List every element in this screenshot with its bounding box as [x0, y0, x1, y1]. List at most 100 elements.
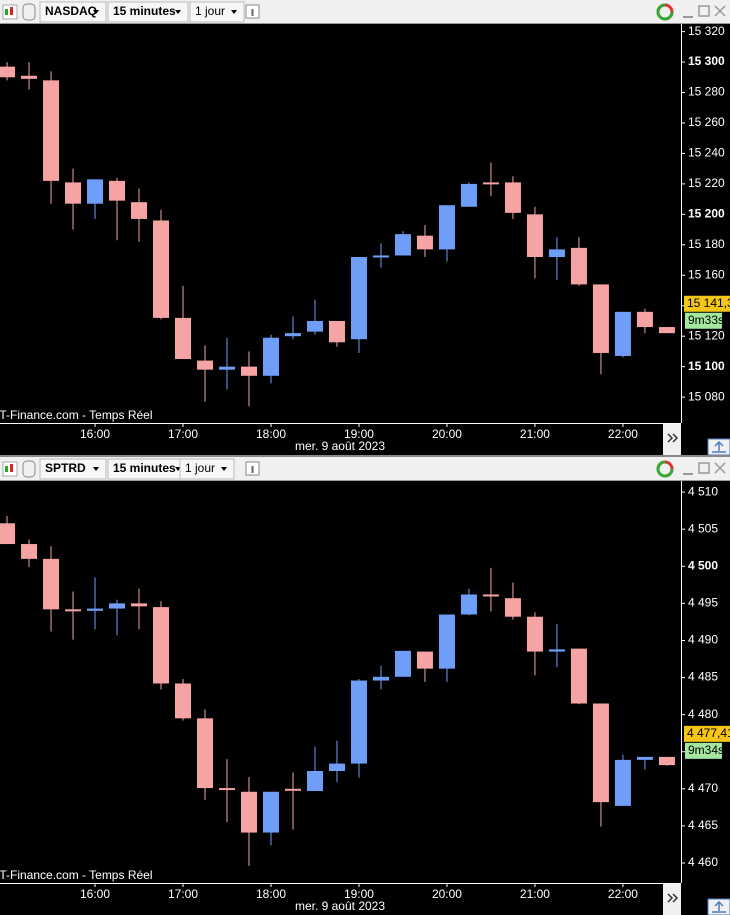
- candle-body: [306, 320, 323, 332]
- y-tick-label: 15 180: [688, 237, 725, 251]
- dropdown[interactable]: [179, 458, 235, 480]
- candle-body: [394, 650, 411, 677]
- candle-body: [636, 756, 653, 760]
- candle-body: [131, 603, 148, 607]
- candle-body: [438, 205, 455, 250]
- candle-body: [65, 182, 82, 204]
- refresh-icon[interactable]: [656, 3, 674, 21]
- candle-body: [482, 594, 499, 597]
- y-tick-label: 4 465: [688, 818, 718, 832]
- dropdown[interactable]: [39, 1, 107, 23]
- candle-body: [416, 235, 433, 250]
- last-price-box: [684, 725, 730, 742]
- y-tick-label: 15 280: [688, 85, 725, 99]
- y-tick-label: 15 080: [688, 389, 725, 403]
- candle-body: [372, 676, 389, 681]
- icon-candle: [5, 466, 8, 472]
- countdown: 9m33s: [688, 313, 724, 327]
- link-icon[interactable]: [22, 3, 36, 21]
- x-tick-label: 21:00: [520, 887, 550, 901]
- candle-body: [526, 616, 543, 652]
- scroll-glyph: [667, 433, 679, 443]
- candle-body: [438, 614, 455, 669]
- candle-body: [482, 182, 499, 185]
- maximize-button[interactable]: [698, 462, 710, 474]
- candle-body: [504, 598, 521, 617]
- y-tick-label: 15 300: [688, 54, 725, 68]
- y-tick-label: 4 485: [688, 670, 718, 684]
- candle-body: [43, 558, 60, 610]
- candle-body: [197, 360, 214, 370]
- countdown-box: [685, 742, 722, 759]
- candle-body: [394, 234, 411, 256]
- candle-body: [262, 337, 279, 376]
- dropdown[interactable]: [107, 1, 189, 23]
- y-tick-label: 15 100: [688, 359, 725, 373]
- candle-body: [548, 249, 565, 258]
- x-tick-label: 19:00: [344, 427, 374, 441]
- link-icon[interactable]: [22, 460, 36, 478]
- dropdown-label: 15 minutes: [113, 4, 176, 18]
- y-tick-label: 15 200: [688, 207, 725, 221]
- dropdown-arrow: [221, 467, 227, 471]
- candle-body: [614, 759, 631, 806]
- candle-body: [658, 327, 675, 334]
- y-tick-label: 15 220: [688, 176, 725, 190]
- countdown: 9m34s: [688, 743, 724, 757]
- y-tick-label: 4 505: [688, 521, 718, 535]
- date-label: mer. 9 août 2023: [295, 899, 385, 913]
- candle-body: [350, 680, 367, 764]
- candle-body: [504, 182, 521, 213]
- scroll-button[interactable]: [663, 884, 681, 915]
- y-tick-label: 4 460: [688, 855, 718, 869]
- x-tick-label: 17:00: [168, 427, 198, 441]
- candle-body: [87, 608, 104, 611]
- dropdown-arrow: [93, 467, 99, 471]
- candle-body: [153, 220, 170, 318]
- x-tick-label: 16:00: [80, 427, 110, 441]
- close-button[interactable]: [714, 462, 726, 474]
- candle-body: [570, 648, 587, 704]
- candle-body: [21, 544, 38, 559]
- candle-body: [570, 247, 587, 285]
- candle-body: [328, 763, 345, 772]
- maximize-button[interactable]: [698, 5, 710, 17]
- scroll-button[interactable]: [663, 424, 681, 455]
- candle-body: [0, 523, 16, 545]
- watermark: IT-Finance.com - Temps Réel: [0, 868, 153, 882]
- candle-body: [372, 255, 389, 258]
- candle-body: [240, 791, 257, 833]
- x-tick-label: 19:00: [344, 887, 374, 901]
- candle-body: [109, 180, 126, 201]
- dropdown-arrow: [93, 10, 99, 14]
- candle-body: [658, 756, 675, 766]
- candle-body: [240, 366, 257, 376]
- y-tick-label: 15 160: [688, 267, 725, 281]
- y-tick-label: 15 240: [688, 146, 725, 160]
- candle-body: [328, 320, 345, 343]
- close-button[interactable]: [714, 5, 726, 17]
- candle-body: [153, 607, 170, 684]
- dropdown[interactable]: [39, 458, 107, 480]
- x-tick-label: 22:00: [608, 887, 638, 901]
- dropdown[interactable]: [189, 1, 245, 23]
- candle-body: [460, 183, 477, 207]
- y-tick-label: 15 120: [688, 328, 725, 342]
- resize-glyph: [712, 900, 726, 913]
- candle-body: [0, 66, 16, 78]
- x-tick-label: 21:00: [520, 427, 550, 441]
- candle-body: [197, 718, 214, 789]
- dropdown-label: SPTRD: [45, 461, 86, 475]
- candle-body: [350, 257, 367, 340]
- y-tick-label: 15 260: [688, 115, 725, 129]
- refresh-icon[interactable]: [656, 460, 674, 478]
- last-price-label: 15 141,3: [687, 296, 730, 310]
- icon-candle: [5, 9, 8, 15]
- x-tick-label: 22:00: [608, 427, 638, 441]
- y-tick-label: 4 490: [688, 633, 718, 647]
- candle-body: [416, 651, 433, 669]
- candle-body: [284, 788, 301, 791]
- candle-body: [636, 311, 653, 328]
- candle-body: [175, 683, 192, 719]
